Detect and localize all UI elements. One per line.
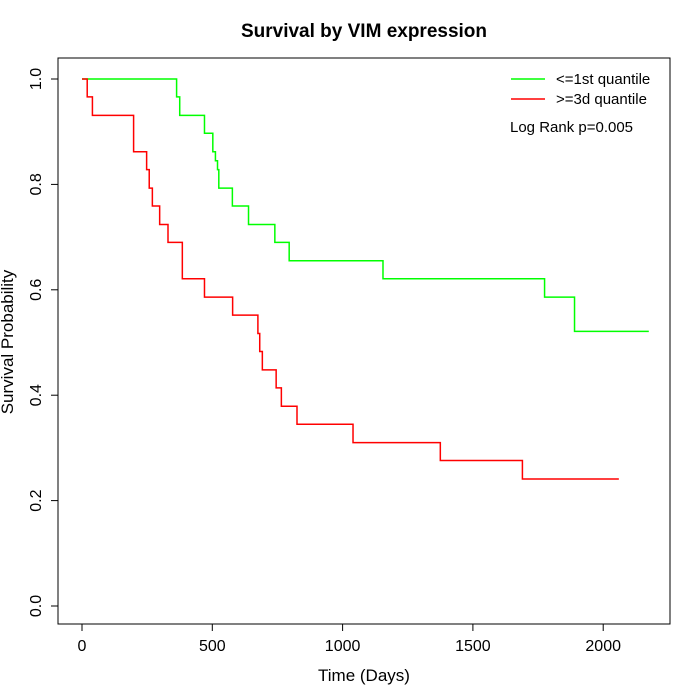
plot-frame [57, 57, 671, 625]
x-axis-label: Time (Days) [318, 666, 410, 685]
y-tick-label: 1.0 [28, 68, 45, 90]
legend: <=1st quantile >=3d quantile [511, 71, 650, 108]
series-line-low [82, 78, 649, 333]
x-tick-label: 2000 [585, 638, 621, 655]
y-tick-label: 0.8 [28, 173, 45, 195]
x-tick-label: 1000 [325, 638, 361, 655]
x-axis: 0 500 1000 1500 2000 [78, 623, 621, 655]
x-tick-label: 500 [199, 638, 226, 655]
legend-label-high: >=3d quantile [556, 91, 647, 108]
log-rank-annotation: Log Rank p=0.005 [510, 119, 633, 136]
y-tick-label: 0.4 [28, 384, 45, 406]
y-tick-label: 0.0 [28, 595, 45, 617]
y-axis-label: Survival Probability [0, 269, 17, 414]
chart-title: Survival by VIM expression [241, 21, 487, 42]
x-tick-label: 0 [78, 638, 87, 655]
series-layer [82, 78, 649, 480]
y-tick-label: 0.2 [28, 489, 45, 511]
y-axis: 0.0 0.2 0.4 0.6 0.8 1.0 [28, 68, 59, 617]
legend-label-low: <=1st quantile [556, 71, 650, 88]
series-line-high [82, 78, 619, 480]
x-tick-label: 1500 [455, 638, 491, 655]
y-tick-label: 0.6 [28, 279, 45, 301]
